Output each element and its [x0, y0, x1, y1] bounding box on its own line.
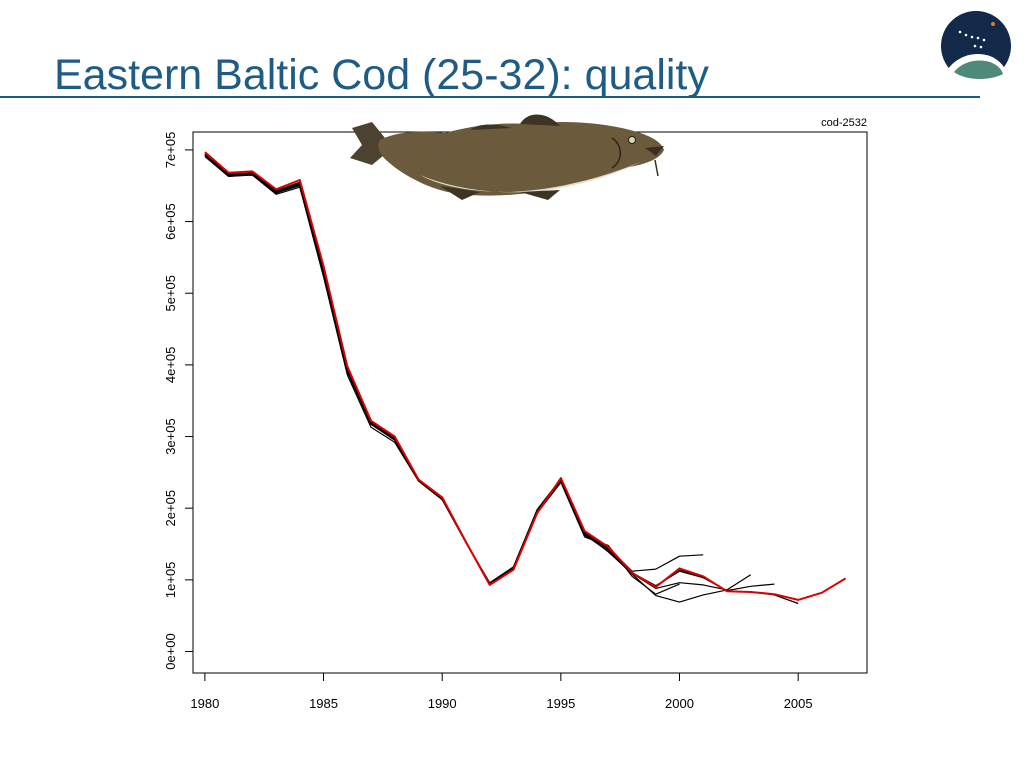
y-tick-label: 0e+00: [163, 633, 178, 670]
x-axis: 1980 1985 1990 1995 2000 2005: [190, 672, 813, 711]
series-layer: [204, 151, 847, 605]
x-tick-label: 2000: [665, 696, 694, 711]
retrospective-line: [204, 155, 680, 595]
x-tick-label: 2005: [784, 696, 813, 711]
retrospective-line: [204, 153, 799, 605]
y-tick-label: 5e+05: [163, 275, 178, 312]
constellation-logo-icon: [941, 11, 1011, 81]
y-tick-label: 1e+05: [163, 562, 178, 599]
slide-title: Eastern Baltic Cod (25-32): quality: [54, 51, 709, 99]
y-tick-label: 3e+05: [163, 418, 178, 455]
title-divider: [0, 96, 980, 98]
cod-fish-icon: [350, 114, 664, 200]
y-tick-label: 4e+05: [163, 347, 178, 384]
plot-frame: [192, 131, 868, 674]
x-tick-label: 1985: [309, 696, 338, 711]
y-tick-label: 6e+05: [163, 203, 178, 240]
x-tick-label: 1980: [190, 696, 219, 711]
y-axis: 0e+00 1e+05 2e+05 3e+05 4e+05 5e+05 6e+05 7e+05: [163, 132, 194, 670]
final-assessment-line: [204, 151, 847, 601]
retrospective-line: [204, 154, 728, 603]
x-tick-label: 1990: [428, 696, 457, 711]
y-tick-label: 2e+05: [163, 490, 178, 527]
retrospective-line: [204, 153, 752, 591]
y-tick-label: 7e+05: [163, 132, 178, 169]
plot-label: cod-2532: [821, 117, 867, 129]
retrospective-line: [204, 153, 775, 592]
x-tick-label: 1995: [546, 696, 575, 711]
